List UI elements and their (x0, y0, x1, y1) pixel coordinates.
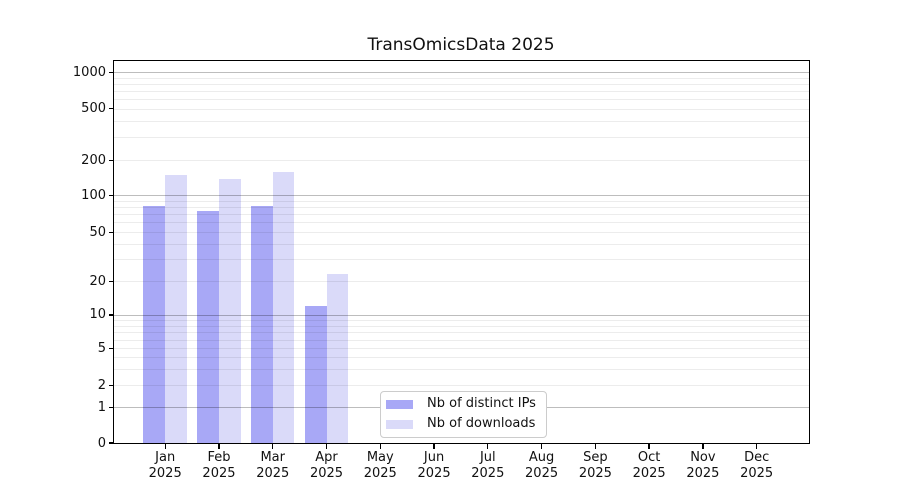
x-tick-mark-oct (648, 444, 650, 449)
bars-layer (114, 61, 809, 443)
x-tick-label-feb: Feb 2025 (202, 450, 236, 481)
y-tick-label-1: 1 (97, 400, 106, 415)
y-tick-label-2: 2 (97, 377, 106, 393)
x-tick-label-jun: Jun 2025 (417, 450, 451, 481)
y-tick-mark-0 (108, 442, 114, 444)
legend-row-downloads: Nb of downloads (386, 416, 540, 432)
x-tick-mark-sep (594, 444, 596, 449)
bar-distinct-ips-mar (250, 205, 274, 443)
legend: Nb of distinct IPs Nb of downloads (380, 390, 547, 438)
x-tick-label-jan: Jan 2025 (148, 450, 182, 481)
y-tick-mark-50 (108, 231, 114, 233)
x-tick-mark-feb (218, 444, 220, 449)
bar-distinct-ips-apr (304, 305, 327, 443)
x-tick-label-may: May 2025 (363, 450, 397, 481)
y-tick-mark-1000 (108, 71, 114, 74)
x-tick-mark-dec (756, 444, 758, 449)
y-tick-label-5: 5 (97, 341, 106, 357)
bar-downloads-jan (165, 174, 187, 443)
x-tick-mark-jan (164, 444, 166, 449)
x-tick-label-apr: Apr 2025 (309, 450, 344, 481)
bar-distinct-ips-feb (197, 210, 220, 443)
legend-row-distinct-ips: Nb of distinct IPs (386, 396, 540, 412)
x-tick-label-mar: Mar 2025 (256, 450, 290, 481)
legend-label-downloads: Nb of downloads (427, 416, 536, 431)
legend-swatch-distinct-ips (386, 399, 413, 409)
y-tick-label-500: 500 (81, 101, 106, 117)
y-tick-label-1000: 1000 (72, 65, 106, 80)
bar-downloads-feb (219, 179, 241, 443)
y-tick-label-10: 10 (89, 307, 106, 323)
x-tick-mark-aug (540, 444, 543, 449)
legend-swatch-downloads (386, 419, 413, 429)
x-tick-mark-nov (702, 444, 704, 449)
y-tick-label-100: 100 (81, 188, 106, 203)
bar-downloads-apr (326, 273, 349, 443)
y-tick-mark-100 (108, 194, 114, 197)
chart-title: TransOmicsData 2025 (367, 35, 555, 55)
bar-downloads-mar (272, 171, 295, 443)
x-tick-mark-mar (272, 444, 274, 449)
x-tick-label-sep: Sep 2025 (578, 450, 612, 481)
x-tick-label-jul: Jul 2025 (471, 450, 505, 481)
y-tick-label-20: 20 (89, 273, 106, 289)
y-tick-mark-5 (108, 347, 114, 350)
y-tick-mark-1 (108, 406, 114, 409)
y-tick-label-200: 200 (81, 152, 106, 168)
y-tick-mark-20 (108, 280, 114, 282)
y-tick-mark-500 (108, 108, 114, 110)
x-tick-label-nov: Nov 2025 (686, 450, 720, 481)
y-tick-mark-200 (108, 159, 114, 162)
x-tick-mark-jul (487, 444, 489, 449)
y-tick-mark-10 (108, 314, 114, 316)
x-tick-mark-may (379, 444, 381, 449)
y-tick-label-0: 0 (97, 435, 106, 451)
bar-distinct-ips-jan (143, 205, 166, 443)
plot-area (113, 59, 810, 444)
legend-label-distinct-ips: Nb of distinct IPs (427, 396, 536, 411)
x-tick-label-dec: Dec 2025 (740, 450, 774, 481)
x-tick-mark-apr (325, 444, 328, 449)
x-tick-mark-jun (433, 444, 435, 449)
x-tick-label-oct: Oct 2025 (632, 450, 666, 481)
y-tick-mark-2 (108, 384, 114, 387)
y-tick-label-50: 50 (89, 224, 106, 240)
x-tick-label-aug: Aug 2025 (525, 450, 559, 481)
